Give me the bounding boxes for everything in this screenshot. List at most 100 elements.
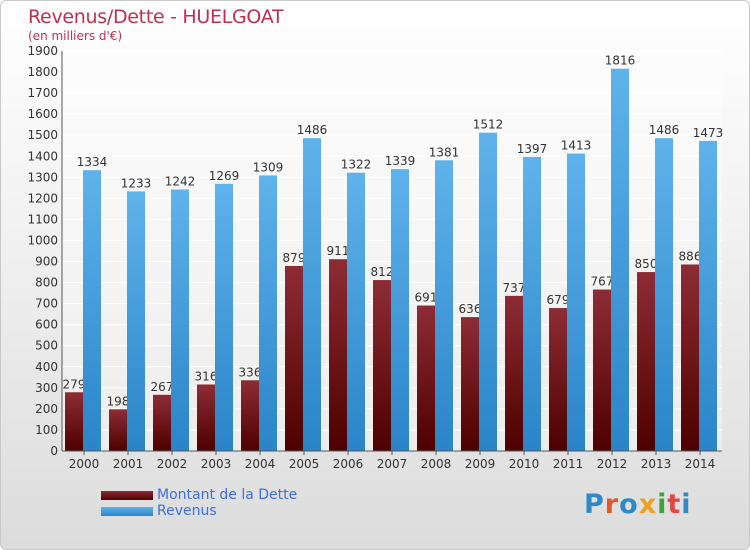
x-tick-label: 2012	[597, 457, 628, 471]
x-tick-label: 2007	[377, 457, 408, 471]
x-tick-label: 2006	[333, 457, 364, 471]
data-label-revenue: 1334	[77, 155, 108, 169]
x-tick-label: 2009	[465, 457, 496, 471]
data-label-revenue: 1816	[605, 54, 636, 68]
x-tick-label: 2013	[641, 457, 672, 471]
bar-revenue	[391, 169, 409, 451]
data-label-debt: 886	[679, 249, 702, 263]
logo-letter: t	[667, 489, 682, 520]
y-tick-label: 1400	[27, 149, 58, 163]
data-label-debt: 679	[547, 293, 570, 307]
data-label-debt: 336	[239, 365, 262, 379]
y-tick-label: 700	[35, 297, 58, 311]
bar-revenue	[435, 160, 453, 451]
data-label-debt: 737	[503, 281, 526, 295]
chart-legend: Montant de la Dette Revenus	[101, 487, 297, 519]
y-tick-label: 300	[35, 381, 58, 395]
logo-letter: P	[584, 489, 605, 520]
bar-debt	[153, 394, 171, 451]
x-tick-label: 2004	[245, 457, 276, 471]
x-tick-label: 2005	[289, 457, 320, 471]
y-tick-label: 1700	[27, 86, 58, 100]
data-label-debt: 691	[415, 291, 438, 305]
data-label-revenue: 1486	[649, 123, 680, 137]
legend-swatch-revenue	[101, 506, 153, 516]
y-tick-label: 1300	[27, 170, 58, 184]
x-tick-label: 2008	[421, 457, 452, 471]
y-tick-label: 1600	[27, 107, 58, 121]
y-tick-label: 500	[35, 339, 58, 353]
bar-revenue	[479, 132, 497, 451]
bar-revenue	[699, 140, 717, 452]
bar-debt	[637, 272, 655, 451]
legend-item-debt: Montant de la Dette	[101, 487, 297, 503]
data-label-debt: 316	[195, 369, 218, 383]
bar-revenue	[303, 138, 321, 451]
bar-debt	[593, 289, 611, 451]
logo-letter: o	[619, 489, 639, 520]
y-tick-label: 600	[35, 318, 58, 332]
x-tick-label: 2000	[69, 457, 100, 471]
data-label-revenue: 1473	[693, 126, 724, 140]
data-label-revenue: 1512	[473, 118, 504, 132]
data-label-debt: 198	[107, 394, 130, 408]
logo-letter: i	[657, 489, 668, 520]
data-label-debt: 879	[283, 251, 306, 265]
y-tick-label: 900	[35, 255, 58, 269]
bar-debt	[109, 409, 127, 451]
data-label-revenue: 1242	[165, 175, 196, 189]
legend-item-revenue: Revenus	[101, 503, 297, 519]
y-tick-label: 0	[50, 444, 58, 458]
bar-debt	[241, 380, 259, 451]
bar-revenue	[83, 170, 101, 451]
logo-letter: i	[681, 489, 692, 520]
bar-debt	[373, 280, 391, 451]
bar-debt	[461, 317, 479, 451]
data-label-revenue: 1413	[561, 139, 592, 153]
data-label-debt: 767	[591, 275, 614, 289]
bar-revenue	[611, 68, 629, 452]
y-tick-label: 400	[35, 360, 58, 374]
bar-debt	[505, 295, 523, 451]
bar-debt	[285, 265, 303, 451]
bar-debt	[681, 264, 699, 451]
data-label-revenue: 1233	[121, 176, 152, 190]
y-tick-label: 1100	[27, 212, 58, 226]
x-tick-label: 2011	[553, 457, 584, 471]
data-label-revenue: 1322	[341, 158, 372, 172]
logo-letter: x	[638, 489, 658, 520]
chart-subtitle: (en milliers d'€)	[28, 29, 123, 43]
bar-debt	[65, 392, 83, 451]
data-label-debt: 812	[371, 265, 394, 279]
data-label-debt: 850	[635, 257, 658, 271]
bar-revenue	[215, 183, 233, 451]
proxiti-logo: Proxiti	[584, 489, 692, 520]
y-tick-label: 800	[35, 276, 58, 290]
bar-revenue	[127, 191, 145, 451]
y-tick-label: 1200	[27, 191, 58, 205]
data-label-debt: 279	[63, 377, 86, 391]
bar-revenue	[259, 175, 277, 451]
data-label-revenue: 1339	[385, 154, 416, 168]
bar-revenue	[655, 138, 673, 451]
bar-debt	[329, 259, 347, 451]
data-label-revenue: 1381	[429, 145, 460, 159]
data-label-debt: 911	[327, 244, 350, 258]
legend-swatch-debt	[101, 490, 153, 500]
y-tick-label: 1000	[27, 233, 58, 247]
bar-revenue	[523, 156, 541, 452]
y-tick-label: 1800	[27, 65, 58, 79]
data-label-revenue: 1486	[297, 123, 328, 137]
legend-label-revenue: Revenus	[157, 503, 217, 519]
y-tick-label: 1500	[27, 128, 58, 142]
data-label-revenue: 1309	[253, 160, 284, 174]
data-label-debt: 636	[459, 302, 482, 316]
bar-revenue	[567, 153, 585, 452]
y-tick-label: 200	[35, 402, 58, 416]
data-label-debt: 267	[151, 380, 174, 394]
data-label-revenue: 1397	[517, 142, 548, 156]
bar-debt	[417, 305, 435, 451]
bar-revenue	[171, 189, 189, 452]
